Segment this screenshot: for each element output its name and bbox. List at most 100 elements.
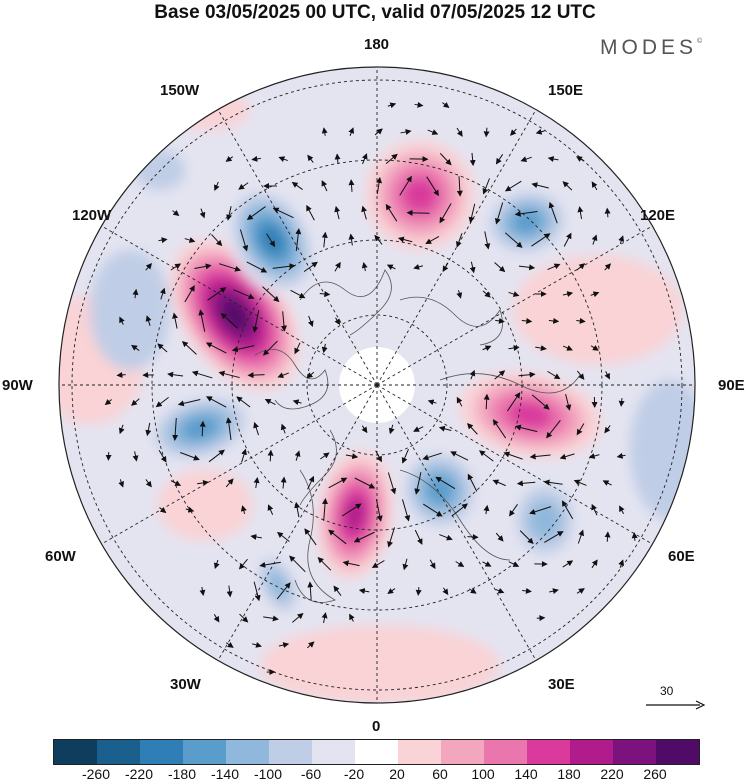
colorbar xyxy=(53,739,700,765)
wind-vector xyxy=(591,181,598,191)
colorbar-tick-label: -260 xyxy=(81,766,111,782)
colorbar-tick-label: 260 xyxy=(643,766,667,782)
lon-label-120w: 120W xyxy=(72,207,112,224)
wind-vector xyxy=(155,397,169,408)
colorbar-swatch xyxy=(269,740,312,764)
wind-vector xyxy=(504,180,522,192)
wind-vector xyxy=(236,396,251,408)
wind-vector xyxy=(239,229,249,252)
wind-vector xyxy=(145,422,152,437)
meridian-line xyxy=(376,384,653,545)
wind-vector xyxy=(240,505,247,515)
wind-vector xyxy=(342,560,360,567)
map-border xyxy=(58,66,696,704)
wind-vector xyxy=(321,612,328,624)
wind-vector xyxy=(573,479,587,486)
wind-vector xyxy=(321,180,328,192)
wind-vector xyxy=(561,500,574,520)
wind-vector xyxy=(516,480,536,487)
wind-vector xyxy=(531,233,551,247)
wind-vector xyxy=(509,504,518,517)
wind-vector xyxy=(374,234,383,245)
wind-vector xyxy=(371,560,385,569)
wind-vector xyxy=(576,588,585,594)
wind-vector xyxy=(415,587,422,596)
colorbar-tick-label: 180 xyxy=(557,766,581,782)
wind-vector xyxy=(199,420,206,437)
wind-vector xyxy=(604,425,611,434)
wind-vector xyxy=(469,369,476,380)
meridian-line xyxy=(217,384,378,661)
wind-vector xyxy=(181,340,197,355)
wind-vector xyxy=(267,449,274,462)
wind-vector xyxy=(492,419,507,439)
meridian-line xyxy=(217,109,378,386)
wind-vector xyxy=(145,263,153,271)
coastline xyxy=(254,348,329,410)
anomaly-negative xyxy=(141,389,259,467)
wind-vector xyxy=(576,423,585,436)
wind-vector xyxy=(259,561,281,568)
wind-vector xyxy=(319,290,331,297)
wind-vector xyxy=(206,396,227,408)
colorbar-tick-label: -60 xyxy=(300,766,322,782)
wind-vector xyxy=(429,559,436,570)
wind-vector xyxy=(262,286,280,303)
wind-vector xyxy=(543,479,563,486)
wind-vector xyxy=(145,315,152,326)
wind-vector xyxy=(342,503,362,517)
wind-vector xyxy=(619,505,625,514)
wind-vector xyxy=(180,452,200,461)
wind-vector xyxy=(374,128,383,136)
wind-vector xyxy=(307,154,314,163)
lon-label-90w: 90W xyxy=(2,377,33,394)
wind-vector xyxy=(456,233,463,248)
wind-vector xyxy=(213,614,220,623)
wind-vector xyxy=(397,236,413,243)
wind-vector xyxy=(361,205,367,220)
wind-vector xyxy=(334,317,341,326)
wind-vector xyxy=(306,371,315,379)
wind-vector xyxy=(468,203,476,224)
wind-vector xyxy=(508,345,520,351)
coastlines xyxy=(254,269,581,603)
wind-vector xyxy=(375,450,382,463)
meridian-line xyxy=(101,225,378,386)
anomaly-negative xyxy=(395,444,485,536)
modes-logo: MODES© xyxy=(600,36,703,59)
wind-vector xyxy=(361,425,368,434)
wind-vector xyxy=(131,344,140,351)
wind-vector xyxy=(442,262,449,272)
wind-vector xyxy=(294,501,301,518)
wind-vector xyxy=(616,452,626,459)
wind-vector xyxy=(354,477,376,489)
wind-vector xyxy=(602,480,612,486)
colorbar-swatch xyxy=(226,740,269,764)
wind-vector xyxy=(591,559,598,569)
wind-vector xyxy=(118,479,125,488)
wind-vector xyxy=(170,263,182,271)
wind-vector xyxy=(483,504,490,515)
wind-vector xyxy=(220,312,239,329)
wind-vector xyxy=(246,206,266,221)
wind-vector xyxy=(277,372,289,379)
wind-vector xyxy=(495,154,504,165)
wind-vector xyxy=(334,261,341,272)
colorbar-tick-label: 60 xyxy=(432,766,448,782)
wind-vector xyxy=(495,532,504,542)
wind-vector xyxy=(321,343,328,354)
wind-vector xyxy=(172,209,180,217)
wind-vector xyxy=(467,423,478,435)
wind-vector xyxy=(225,417,232,440)
wind-vector xyxy=(307,581,314,600)
wind-vector xyxy=(307,475,315,490)
colorbar-tick-label: 20 xyxy=(389,766,405,782)
colorbar-tick-label: -220 xyxy=(124,766,154,782)
wind-vector xyxy=(450,451,469,461)
wind-vector xyxy=(104,399,112,406)
colorbar-tick-label: -180 xyxy=(167,766,197,782)
wind-vector xyxy=(413,426,424,432)
wind-vector xyxy=(414,101,424,108)
wind-vector xyxy=(549,588,559,595)
wind-vector xyxy=(241,448,247,463)
